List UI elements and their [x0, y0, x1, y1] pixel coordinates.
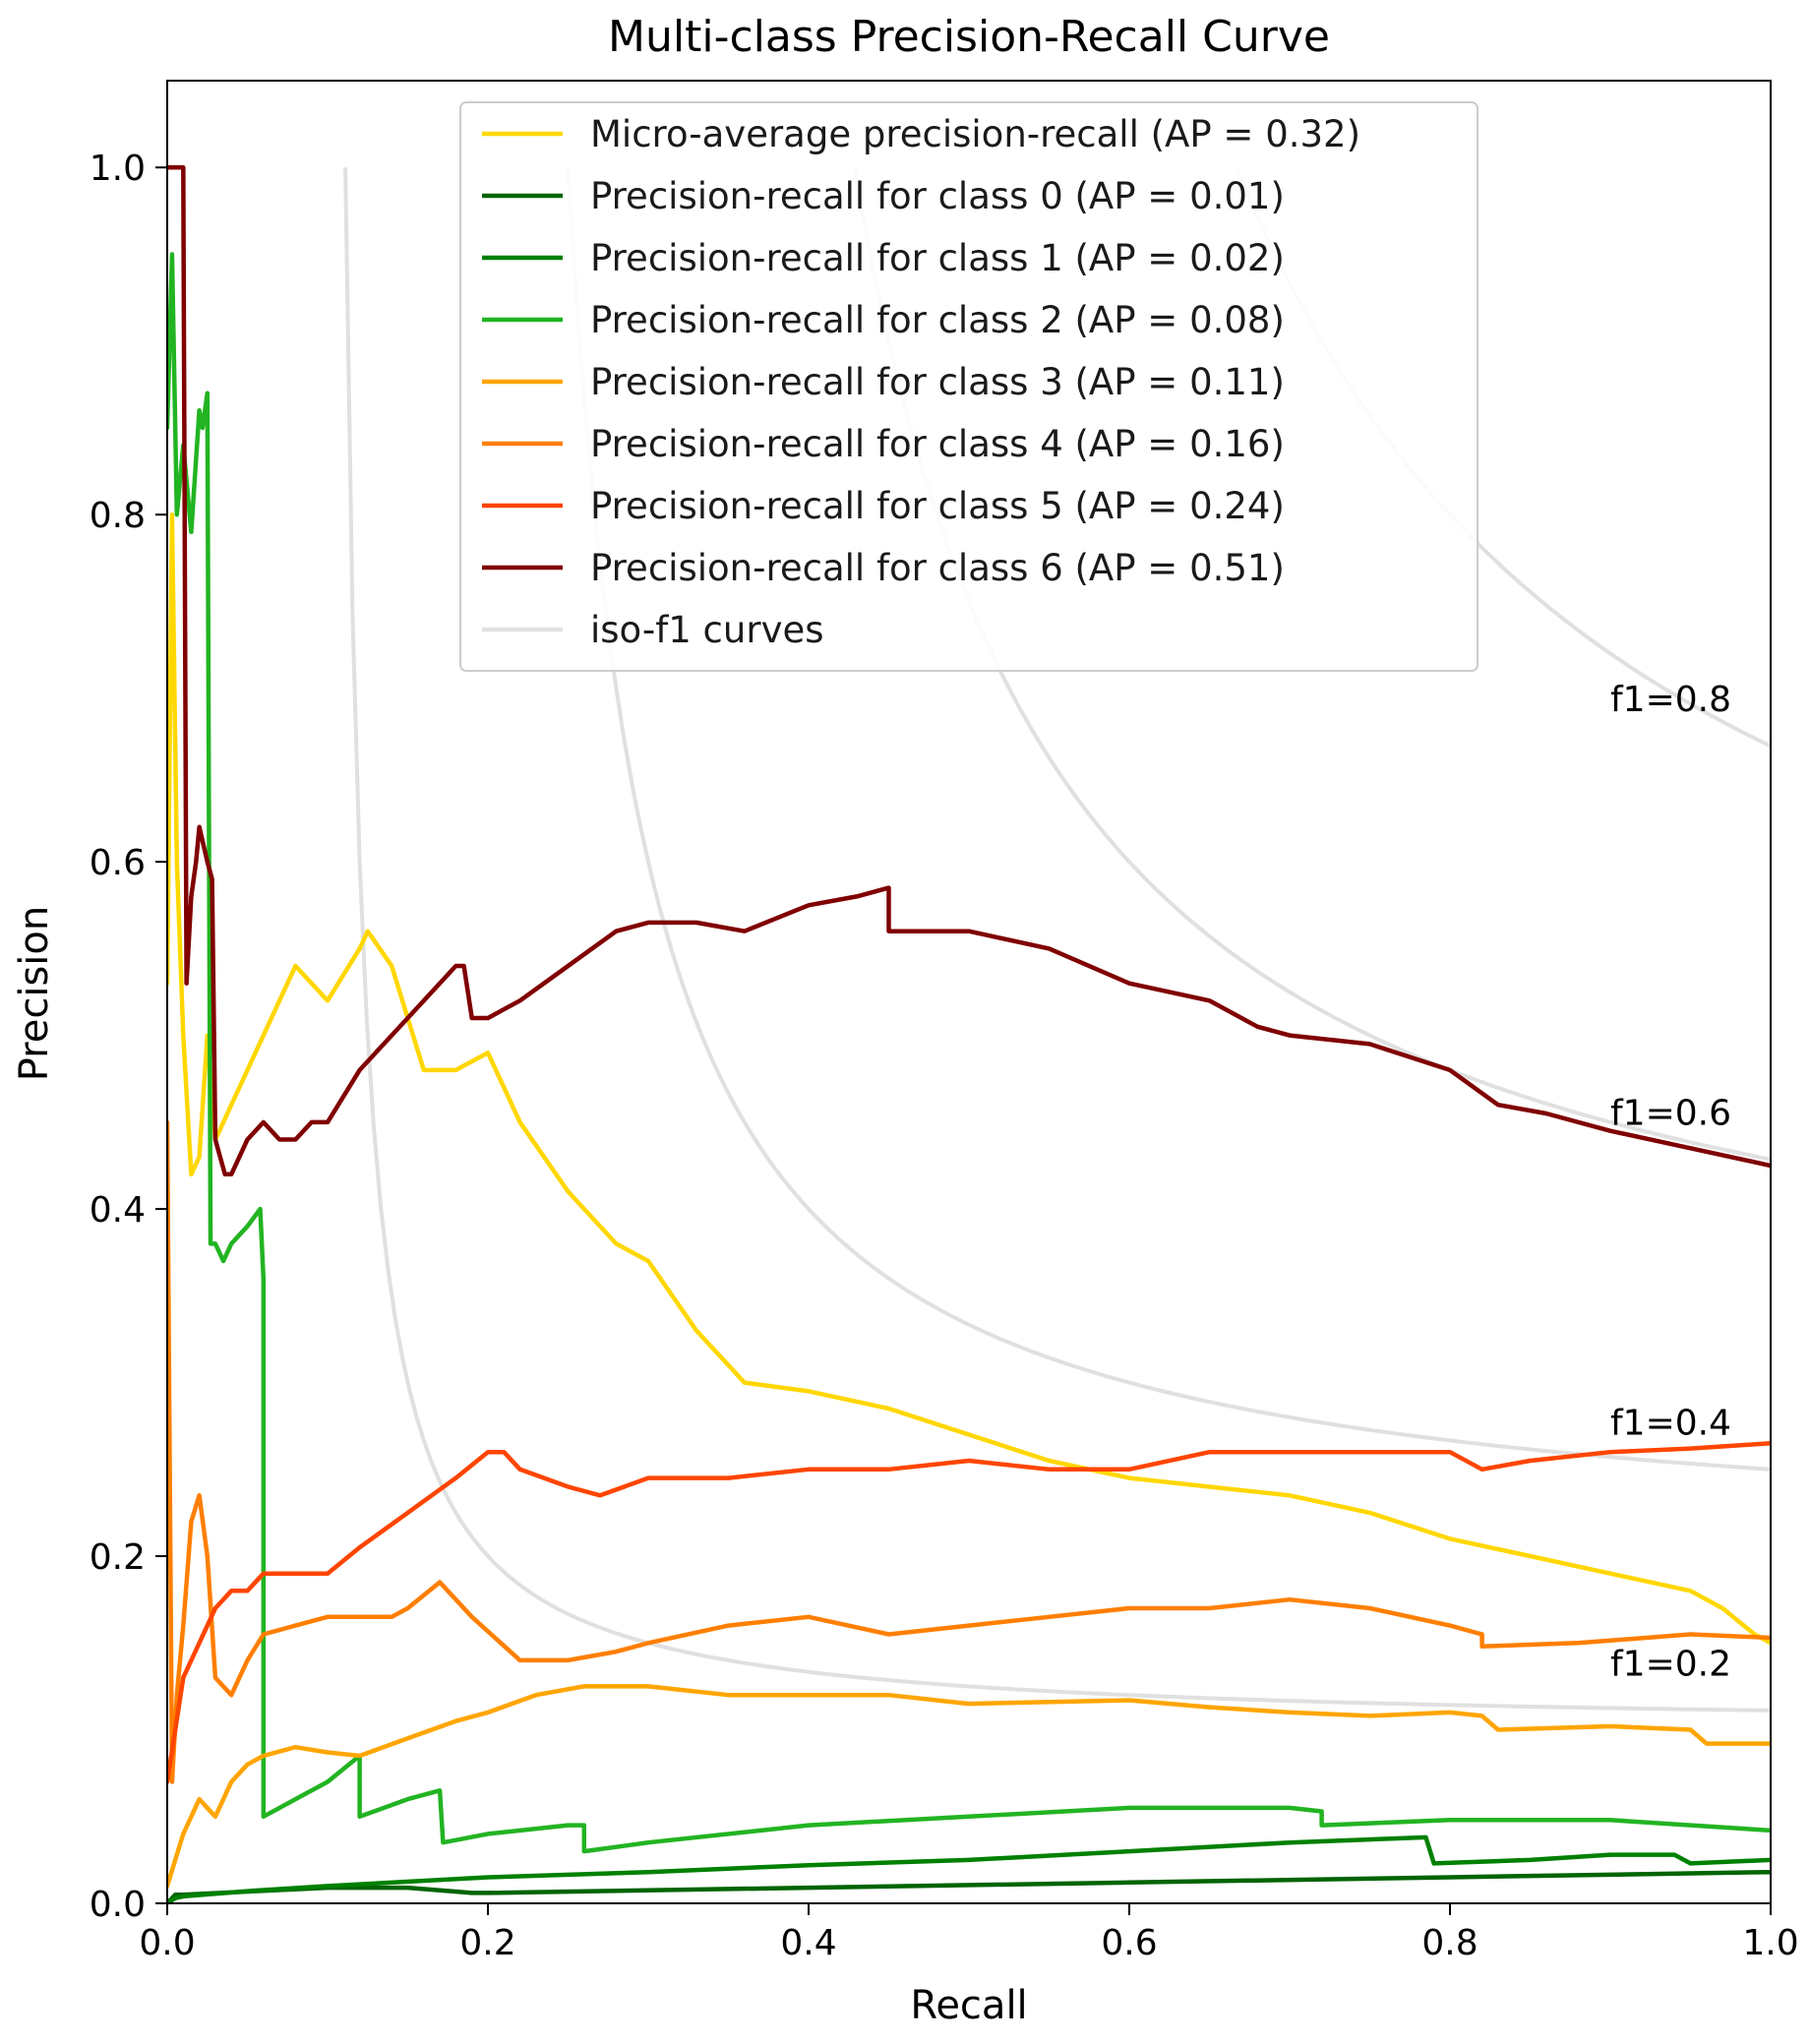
- x-axis-label: Recall: [910, 1983, 1027, 2028]
- y-tick-label: 0.2: [90, 1537, 146, 1578]
- legend-label: Precision-recall for class 5 (AP = 0.24): [590, 485, 1285, 527]
- iso-f1-label: f1=0.6: [1610, 1093, 1731, 1133]
- y-axis-label: Precision: [12, 906, 57, 1081]
- chart-title: Multi-class Precision-Recall Curve: [608, 12, 1330, 62]
- legend-label: Precision-recall for class 3 (AP = 0.11): [590, 361, 1285, 403]
- iso-f1-label: f1=0.8: [1610, 680, 1731, 720]
- iso-f1-curve-0.6: [852, 166, 1771, 1162]
- iso-f1-curve-0.4: [566, 167, 1771, 1472]
- series-line-6: [167, 1441, 1771, 1784]
- x-tick-label: 0.6: [1101, 1923, 1157, 1963]
- y-tick-label: 0.4: [90, 1190, 146, 1231]
- legend-label: Precision-recall for class 0 (AP = 0.01): [590, 175, 1285, 217]
- legend: Micro-average precision-recall (AP = 0.3…: [459, 101, 1478, 672]
- iso-f1-curve-0.2: [343, 167, 1771, 1713]
- legend-label: Precision-recall for class 6 (AP = 0.51): [590, 547, 1285, 589]
- plot-area: [167, 164, 1771, 1903]
- y-tick-label: 0.0: [90, 1885, 146, 1925]
- series-lines: [167, 164, 1771, 1903]
- iso-f1-label: f1=0.2: [1610, 1645, 1731, 1685]
- x-tick-label: 0.8: [1421, 1923, 1478, 1963]
- plot-frame: [166, 80, 1772, 1904]
- y-tick-label: 0.6: [90, 843, 146, 883]
- y-tick-label: 0.8: [90, 496, 146, 536]
- x-tick-label: 0.2: [459, 1923, 515, 1963]
- x-tick-label: 0.4: [780, 1923, 836, 1963]
- legend-box: [459, 101, 1478, 672]
- legend-label: Micro-average precision-recall (AP = 0.3…: [590, 113, 1360, 155]
- iso-f1-labels: f1=0.2 f1=0.4 f1=0.6 f1=0.8: [1610, 680, 1731, 1684]
- series-line-5: [167, 1119, 1771, 1784]
- y-tick-label: 1.0: [90, 149, 146, 189]
- series-line-4: [167, 1684, 1771, 1889]
- x-axis-ticks: 0.0 0.2 0.4 0.6 0.8 1.0: [139, 1903, 1799, 1963]
- series-line-2: [167, 1834, 1771, 1903]
- legend-label: iso-f1 curves: [590, 609, 824, 651]
- x-tick-label: 1.0: [1742, 1923, 1798, 1963]
- x-tick-label: 0.0: [139, 1923, 195, 1963]
- legend-label: Precision-recall for class 4 (AP = 0.16): [590, 423, 1285, 465]
- y-axis-ticks: 0.0 0.2 0.4 0.6 0.8 1.0: [90, 149, 167, 1925]
- legend-label: Precision-recall for class 2 (AP = 0.08): [590, 299, 1285, 341]
- legend-label: Precision-recall for class 1 (AP = 0.02): [590, 237, 1285, 279]
- series-line-7: [167, 164, 1771, 1177]
- iso-f1-label: f1=0.4: [1610, 1404, 1731, 1444]
